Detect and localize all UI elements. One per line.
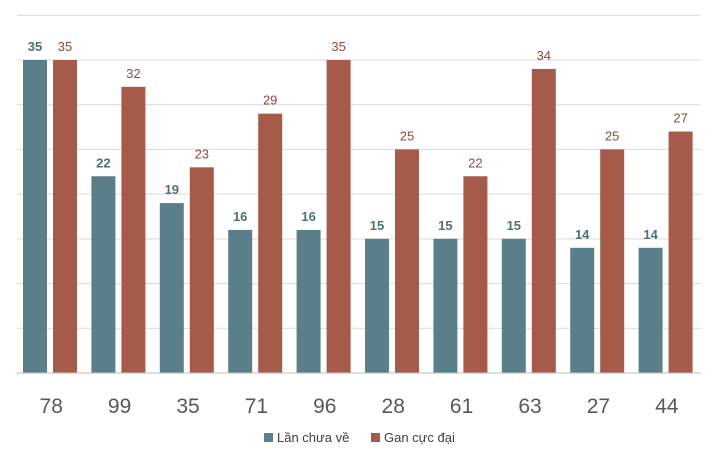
legend-label-series-2: Gan cực đại [384,430,455,445]
data-label-series-1-63: 15 [507,218,521,233]
x-tick-label-71: 71 [245,395,268,418]
data-label-series-2-78: 35 [58,39,72,54]
x-tick-label-61: 61 [450,395,473,418]
data-label-series-1-27: 14 [575,227,590,242]
bar-series-2-63 [531,68,556,373]
data-label-series-2-44: 27 [673,111,687,126]
data-label-series-2-63: 34 [537,48,551,63]
legend-item-series-2: Gan cực đại [371,430,455,445]
data-label-series-2-27: 25 [605,128,619,143]
data-label-series-1-96: 16 [301,209,315,224]
x-tick-label-44: 44 [655,395,679,418]
bar-series-1-35 [159,203,184,373]
bar-series-2-28 [395,149,419,373]
x-tick-label-27: 27 [587,395,610,418]
bar-series-1-28 [365,238,389,373]
bar-series-2-96 [326,60,351,373]
legend: Lần chưa về Gan cực đại [264,430,455,445]
bar-series-1-78 [23,60,47,373]
bar-series-2-61 [463,176,488,373]
legend-swatch-series-2 [371,433,380,442]
x-axis: 78 99 35 71 96 28 61 63 27 44 [17,372,701,418]
bar-series-2-44 [668,131,693,373]
data-label-series-1-61: 15 [438,218,452,233]
data-label-series-2-28: 25 [400,128,414,143]
bar-series-2-35 [189,167,214,373]
x-tick-label-96: 96 [313,395,336,418]
data-label-series-2-35: 23 [195,146,209,161]
x-tick-label-78: 78 [40,395,63,418]
data-label-series-1-35: 19 [165,182,179,197]
data-label-series-1-99: 22 [96,155,110,170]
x-tick-label-35: 35 [176,395,199,418]
bar-series-2-99 [121,86,146,373]
data-label-series-2-99: 32 [126,66,140,81]
gridlines [17,14,701,329]
data-label-series-1-28: 15 [370,218,384,233]
data-label-series-1-78: 35 [28,39,42,54]
x-tick-label-28: 28 [382,395,405,418]
x-tick-label-99: 99 [108,395,131,418]
legend-label-series-1: Lần chưa về [277,430,349,445]
bar-series-1-99 [91,176,116,373]
legend-item-series-1: Lần chưa về [264,430,349,445]
data-label-series-2-61: 22 [468,155,482,170]
data-label-series-2-96: 35 [331,39,345,54]
data-label-series-1-44: 14 [643,227,658,242]
bar-series-1-63 [501,238,526,373]
bar-series-1-27 [570,247,595,373]
bar-series-1-61 [433,238,458,373]
bar-series-1-44 [638,247,663,373]
bar-series-2-27 [600,149,625,373]
bar-series-2-78 [53,60,77,373]
data-label-series-2-71: 29 [263,93,277,108]
data-labels: 35 35 22 32 19 23 16 29 16 35 15 25 15 22 15 34 14 25 14 27 [28,39,688,242]
data-label-series-1-71: 16 [233,209,247,224]
bars [23,60,693,374]
x-tick-label-63: 63 [518,395,541,418]
bar-series-1-71 [228,229,253,373]
bar-series-2-71 [258,113,283,374]
bar-series-1-96 [296,229,321,373]
legend-swatch-series-1 [264,433,273,442]
